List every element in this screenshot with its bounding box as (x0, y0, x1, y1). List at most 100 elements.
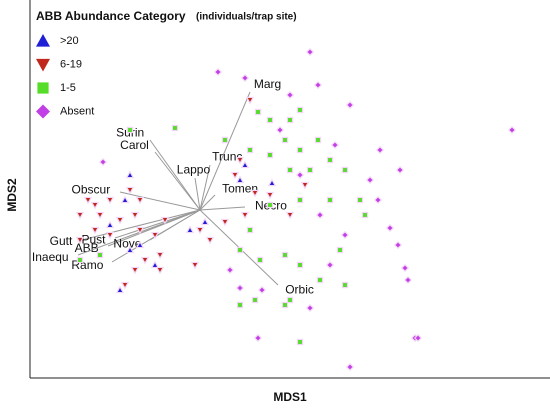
data-point (286, 166, 294, 174)
data-point (314, 136, 322, 144)
data-point (105, 196, 115, 205)
data-point (150, 260, 160, 269)
data-point (236, 246, 244, 254)
vector-line (81, 209, 201, 241)
data-point (150, 231, 160, 240)
data-point (83, 196, 93, 205)
data-point (375, 145, 385, 155)
legend-subtitle: (individuals/trap site) (196, 12, 297, 23)
data-point (281, 251, 289, 259)
data-point (185, 225, 195, 234)
vector-label: Nove (113, 236, 141, 250)
data-point (266, 151, 274, 159)
data-point (135, 196, 145, 205)
vector-label: Ramo (71, 258, 103, 272)
data-point (245, 96, 255, 105)
data-point (250, 189, 260, 198)
data-point (90, 201, 100, 210)
data-point (341, 281, 349, 289)
vector-label: Obscur (72, 182, 111, 196)
vector-line (194, 177, 201, 211)
data-point (75, 236, 85, 245)
data-point (265, 191, 275, 200)
legend-label: >20 (60, 35, 79, 47)
data-point (295, 170, 305, 180)
legend-marker (37, 82, 49, 94)
data-point (130, 211, 140, 220)
x-axis-label: MDS1 (273, 390, 307, 404)
data-point (385, 223, 395, 233)
data-point (286, 296, 294, 304)
data-point (403, 275, 413, 285)
data-point (296, 196, 304, 204)
vector-label: Tomen (222, 182, 258, 196)
data-point (96, 251, 104, 259)
vector-line (119, 191, 201, 211)
data-point (240, 73, 250, 83)
legend-label: Absent (60, 105, 94, 117)
data-point (225, 265, 235, 275)
data-point (395, 165, 405, 175)
data-point (115, 285, 125, 294)
data-point (253, 333, 263, 343)
data-point (306, 166, 314, 174)
data-point (221, 136, 229, 144)
data-point (305, 47, 315, 57)
legend-label: 6-19 (60, 58, 82, 70)
data-point (205, 236, 215, 245)
vector-line (199, 164, 211, 211)
vector-label: Lappo (177, 162, 211, 176)
data-point (160, 216, 170, 225)
vector-label: Trunc (212, 149, 242, 163)
vector-label: Orbic (285, 283, 314, 297)
data-point (315, 210, 325, 220)
data-point (98, 157, 108, 167)
data-point (285, 90, 295, 100)
y-axis-label: MDS2 (5, 178, 19, 212)
vector-label: ABB (75, 241, 99, 255)
vector-label: Gutt (50, 234, 73, 248)
data-point (341, 166, 349, 174)
data-point (356, 196, 364, 204)
data-point (171, 124, 179, 132)
legend-marker (36, 104, 50, 119)
vector-label: Marg (254, 77, 281, 91)
data-point (235, 283, 245, 293)
data-point (95, 211, 105, 220)
data-point (373, 195, 383, 205)
data-point (285, 211, 295, 220)
legend-label: 1-5 (60, 82, 76, 94)
data-point (155, 251, 165, 260)
data-point (236, 301, 244, 309)
data-point (246, 226, 254, 234)
data-point (345, 362, 355, 372)
data-point (135, 240, 145, 249)
data-point (256, 256, 264, 264)
data-point (130, 266, 140, 275)
data-point (105, 231, 115, 240)
vector-line (199, 91, 251, 211)
data-point (281, 136, 289, 144)
data-point (305, 303, 315, 313)
data-point (300, 181, 310, 190)
data-point (240, 160, 250, 169)
data-point (200, 217, 210, 226)
data-point (266, 116, 274, 124)
vector-label: Carol (120, 138, 149, 152)
data-point (296, 338, 304, 346)
data-point (195, 226, 205, 235)
legend-title: ABB Abundance Category (36, 9, 186, 23)
data-point (296, 106, 304, 114)
vector-line (114, 209, 201, 239)
data-point (105, 220, 115, 229)
data-point (240, 211, 250, 220)
data-point (120, 195, 130, 204)
data-point (393, 240, 403, 250)
data-point (251, 296, 259, 304)
data-point (275, 125, 285, 135)
data-point (140, 256, 150, 265)
vector-line (154, 151, 201, 211)
data-point (190, 261, 200, 270)
data-point (266, 201, 274, 209)
